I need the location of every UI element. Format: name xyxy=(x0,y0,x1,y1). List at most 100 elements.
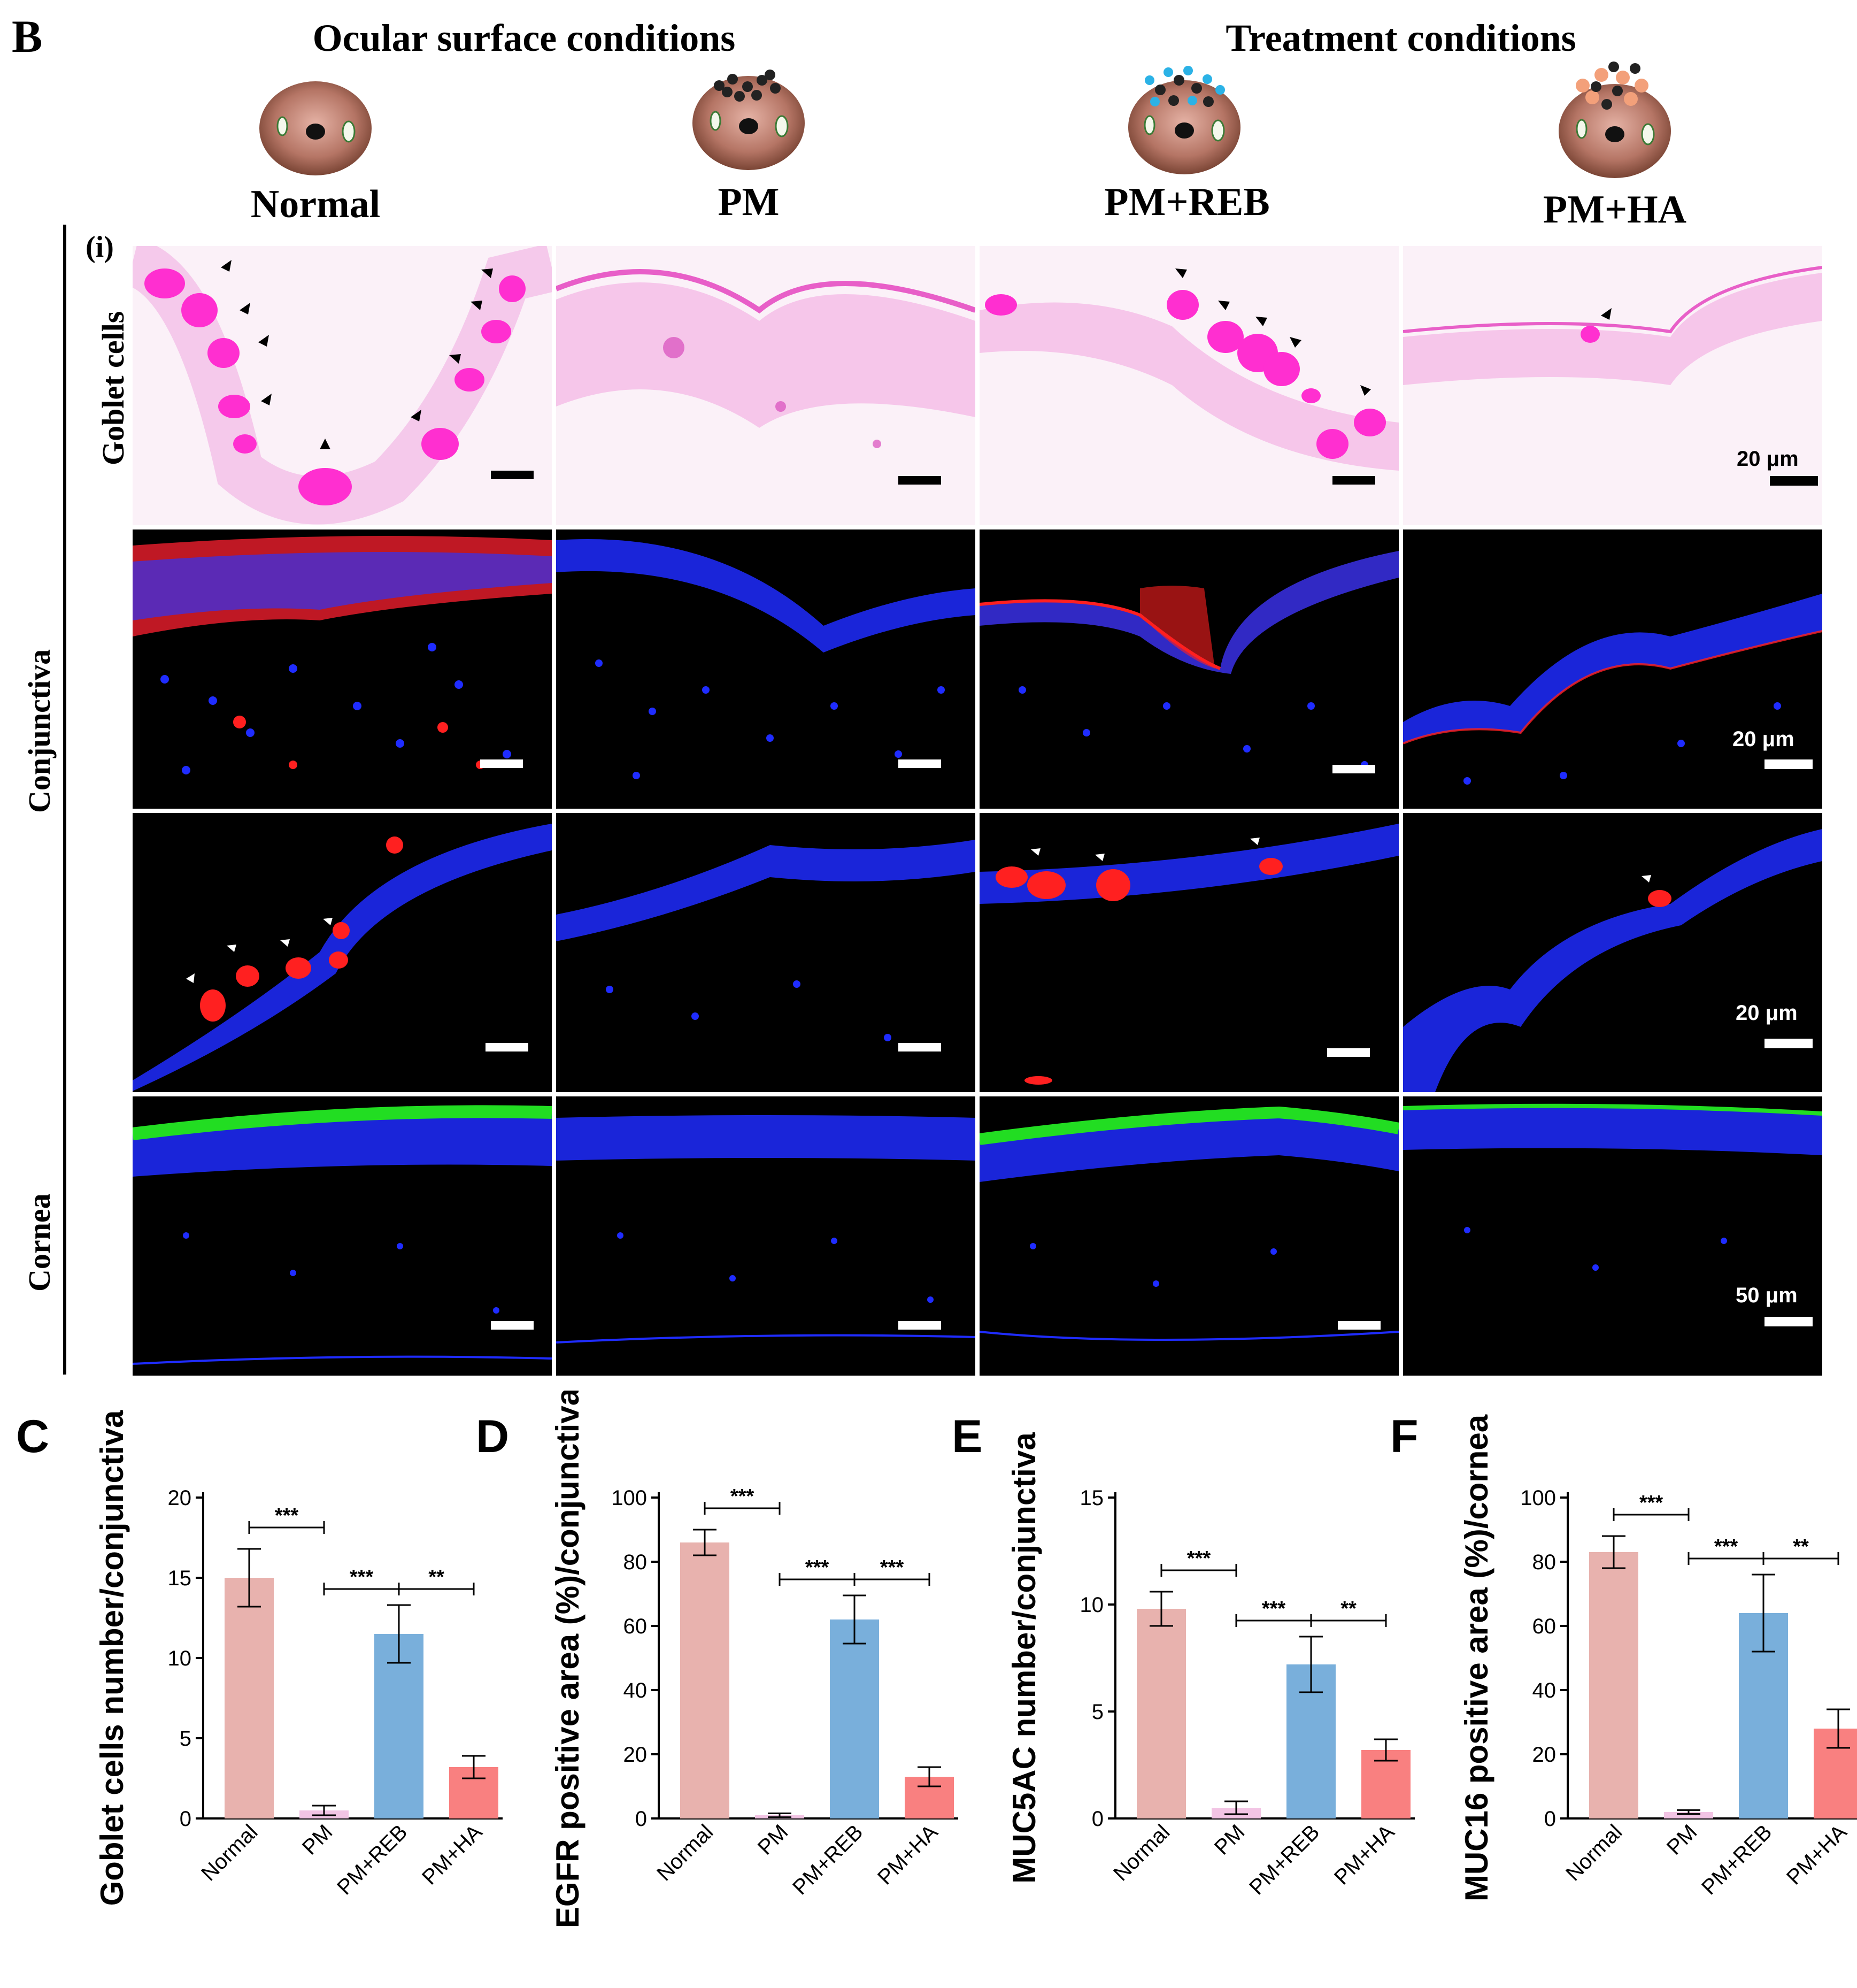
micrograph-egfr-normal xyxy=(133,529,552,809)
bar-pm-reb xyxy=(830,1619,879,1818)
y-tick-label: 20 xyxy=(168,1486,192,1510)
micrograph-muc16-pm-reb xyxy=(980,1096,1399,1376)
x-tick-label: PM+HA xyxy=(873,1820,943,1890)
micrograph-muc16-pm-ha xyxy=(1403,1096,1822,1376)
significance-label: *** xyxy=(1639,1492,1663,1514)
scale-bar xyxy=(1332,765,1375,773)
x-tick-label: Normal xyxy=(197,1820,262,1885)
significance-label: *** xyxy=(805,1556,829,1579)
row-roman-i: (i) xyxy=(86,231,114,264)
row-label-muc16: MUC16 xyxy=(96,1210,130,1316)
y-tick-label: 20 xyxy=(623,1743,648,1767)
x-tick-label: PM xyxy=(1210,1820,1250,1860)
scale-bar xyxy=(480,759,523,768)
micrograph-goblet-pm-reb xyxy=(980,246,1399,525)
y-tick-label: 100 xyxy=(611,1486,647,1510)
row-label-goblet-cells: Goblet cells xyxy=(96,311,130,465)
y-tick-label: 0 xyxy=(180,1807,191,1831)
scale-bar xyxy=(1327,1048,1370,1057)
scale-bar xyxy=(1332,476,1375,485)
scale-bar-egfr xyxy=(1764,759,1813,769)
treatment-title: Treatment conditions xyxy=(1226,17,1576,59)
eye-icon-pm xyxy=(692,70,805,170)
x-tick-label: PM+HA xyxy=(418,1820,487,1890)
y-tick-label: 100 xyxy=(1520,1486,1556,1510)
scale-label-muc16: 50 μm xyxy=(1736,1284,1798,1307)
x-tick-label: PM+REB xyxy=(333,1820,412,1899)
row-roman-iv: (iv) xyxy=(86,1097,129,1130)
x-tick-label: PM xyxy=(298,1820,337,1860)
tissue-label-cornea: Cornea xyxy=(22,1193,57,1292)
scale-label-egfr: 20 μm xyxy=(1732,727,1794,751)
micrograph-goblet-normal xyxy=(133,246,552,525)
significance-label: *** xyxy=(1714,1536,1738,1558)
scale-bar xyxy=(898,759,941,768)
scale-bar xyxy=(491,471,534,479)
significance-label: *** xyxy=(1262,1598,1286,1620)
panel-letter-c: C xyxy=(16,1411,49,1462)
y-tick-label: 0 xyxy=(1544,1807,1556,1831)
scale-bar-goblet xyxy=(1770,476,1818,486)
x-tick-label: PM+REB xyxy=(788,1820,867,1899)
x-tick-label: PM+HA xyxy=(1330,1820,1399,1890)
row-label-egfr: EGFR xyxy=(96,651,130,738)
scale-bar xyxy=(486,1043,528,1051)
micrograph-muc16-pm xyxy=(556,1096,975,1376)
y-axis-label: MUC5AC number/conjunctiva xyxy=(1006,1432,1042,1884)
bar-normal xyxy=(225,1578,274,1818)
significance-label: *** xyxy=(880,1556,904,1579)
y-tick-label: 15 xyxy=(168,1567,192,1590)
eye-icon-pm-reb xyxy=(1128,66,1240,174)
significance-label: ** xyxy=(1340,1598,1357,1620)
x-tick-label: PM xyxy=(1662,1820,1702,1860)
x-tick-label: Normal xyxy=(1561,1820,1627,1885)
condition-label-pm-reb: PM+REB xyxy=(1104,180,1270,224)
scale-bar xyxy=(898,1043,941,1051)
panel-letter-f: F xyxy=(1390,1411,1419,1462)
x-tick-label: Normal xyxy=(652,1820,718,1885)
significance-label: *** xyxy=(350,1566,374,1588)
bar-pm-ha xyxy=(1814,1729,1857,1818)
micrograph-egfr-pm xyxy=(556,529,975,809)
row-roman-ii: (ii) xyxy=(86,530,122,563)
y-tick-label: 0 xyxy=(1092,1807,1104,1831)
bar-pm-reb xyxy=(374,1634,423,1818)
significance-label: *** xyxy=(1187,1547,1211,1570)
micrograph-egfr-pm-reb xyxy=(980,529,1399,809)
y-tick-label: 5 xyxy=(1092,1700,1104,1724)
row-label-muc5ac: MUC5AC xyxy=(96,914,130,1048)
eye-icon-pm-ha xyxy=(1559,62,1671,178)
scale-label-muc5ac: 20 μm xyxy=(1736,1001,1798,1025)
bar-charts: C Goblet cells number/conjunctiva 0 5 10 15 20… xyxy=(16,1391,1857,1928)
micrograph-muc5ac-pm xyxy=(556,813,975,1092)
scale-bar-muc5ac xyxy=(1764,1039,1813,1048)
panel-letter-d: D xyxy=(476,1411,509,1462)
bar-normal xyxy=(1137,1609,1186,1818)
y-axis-label: Goblet cells number/conjunctiva xyxy=(94,1410,130,1906)
scale-bar-muc16 xyxy=(1764,1317,1813,1326)
scale-bar xyxy=(898,1321,941,1330)
y-tick-label: 60 xyxy=(623,1615,648,1638)
tissue-bracket-line xyxy=(63,225,66,1375)
micrograph-goblet-pm-ha xyxy=(1403,246,1822,525)
y-tick-label: 40 xyxy=(1532,1679,1557,1702)
micrograph-muc16-normal xyxy=(133,1096,552,1376)
ocular-surface-title: Ocular surface conditions xyxy=(312,17,736,59)
eye-icon-normal xyxy=(259,81,372,175)
significance-label: ** xyxy=(428,1566,444,1588)
micrograph-muc5ac-normal xyxy=(133,813,552,1092)
y-tick-label: 80 xyxy=(623,1551,648,1574)
y-axis-label: EGFR positive area (%)/conjunctiva xyxy=(550,1391,585,1928)
y-tick-label: 10 xyxy=(1080,1593,1104,1617)
bar-normal xyxy=(1589,1552,1638,1818)
y-tick-label: 5 xyxy=(180,1727,191,1751)
significance-label: ** xyxy=(1793,1536,1809,1558)
y-tick-label: 20 xyxy=(1532,1743,1557,1767)
y-tick-label: 0 xyxy=(635,1807,647,1831)
tissue-label-conjunctiva: Conjunctiva xyxy=(22,649,57,813)
y-tick-label: 10 xyxy=(168,1647,192,1670)
x-tick-label: PM+REB xyxy=(1697,1820,1776,1899)
bar-pm xyxy=(1664,1812,1713,1818)
micrograph-muc5ac-pm-ha xyxy=(1403,813,1822,1092)
x-tick-label: PM+HA xyxy=(1782,1820,1852,1890)
